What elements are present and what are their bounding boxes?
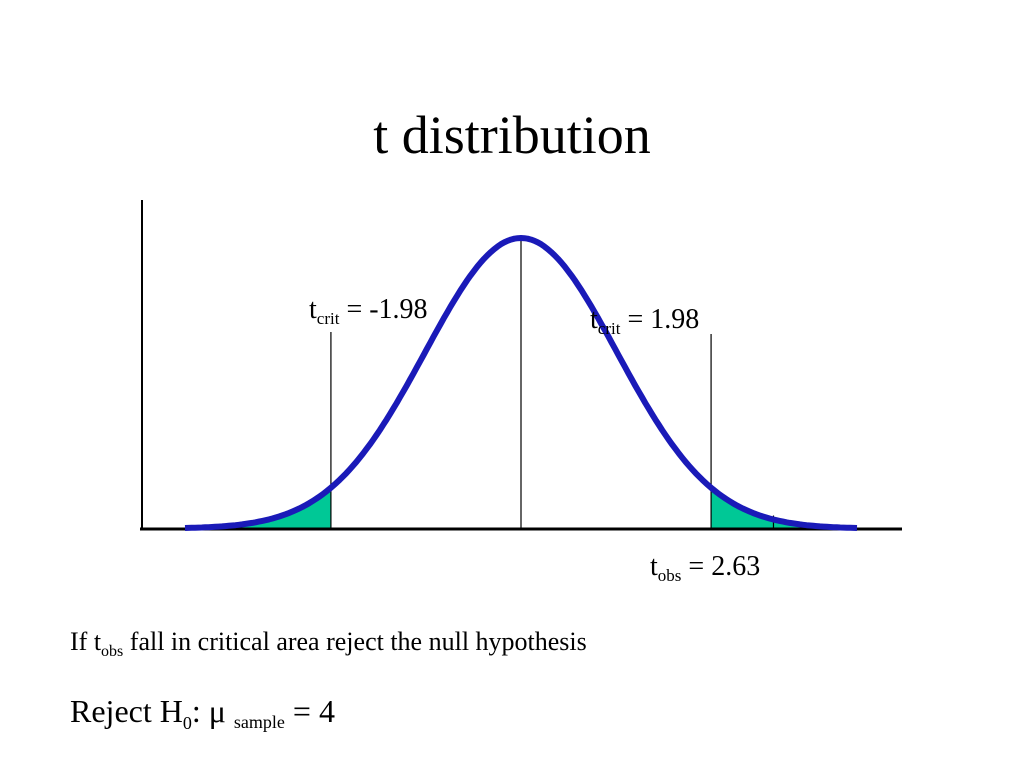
left-rejection-region [185, 487, 331, 528]
tcrit-right-label: tcrit = 1.98 [590, 304, 700, 338]
distribution-curve [184, 235, 858, 531]
tcrit-left-label: tcrit = -1.98 [309, 294, 428, 328]
rejection-regions [185, 487, 857, 528]
right-rejection-region [711, 487, 857, 528]
decision-rule-text: If tobs fall in critical area reject the… [70, 627, 587, 660]
conclusion-text: Reject H0: μ sample = 4 [70, 693, 335, 733]
tobs-label: tobs = 2.63 [650, 551, 761, 585]
marker-lines [330, 238, 775, 528]
page-title: t distribution [373, 105, 651, 165]
